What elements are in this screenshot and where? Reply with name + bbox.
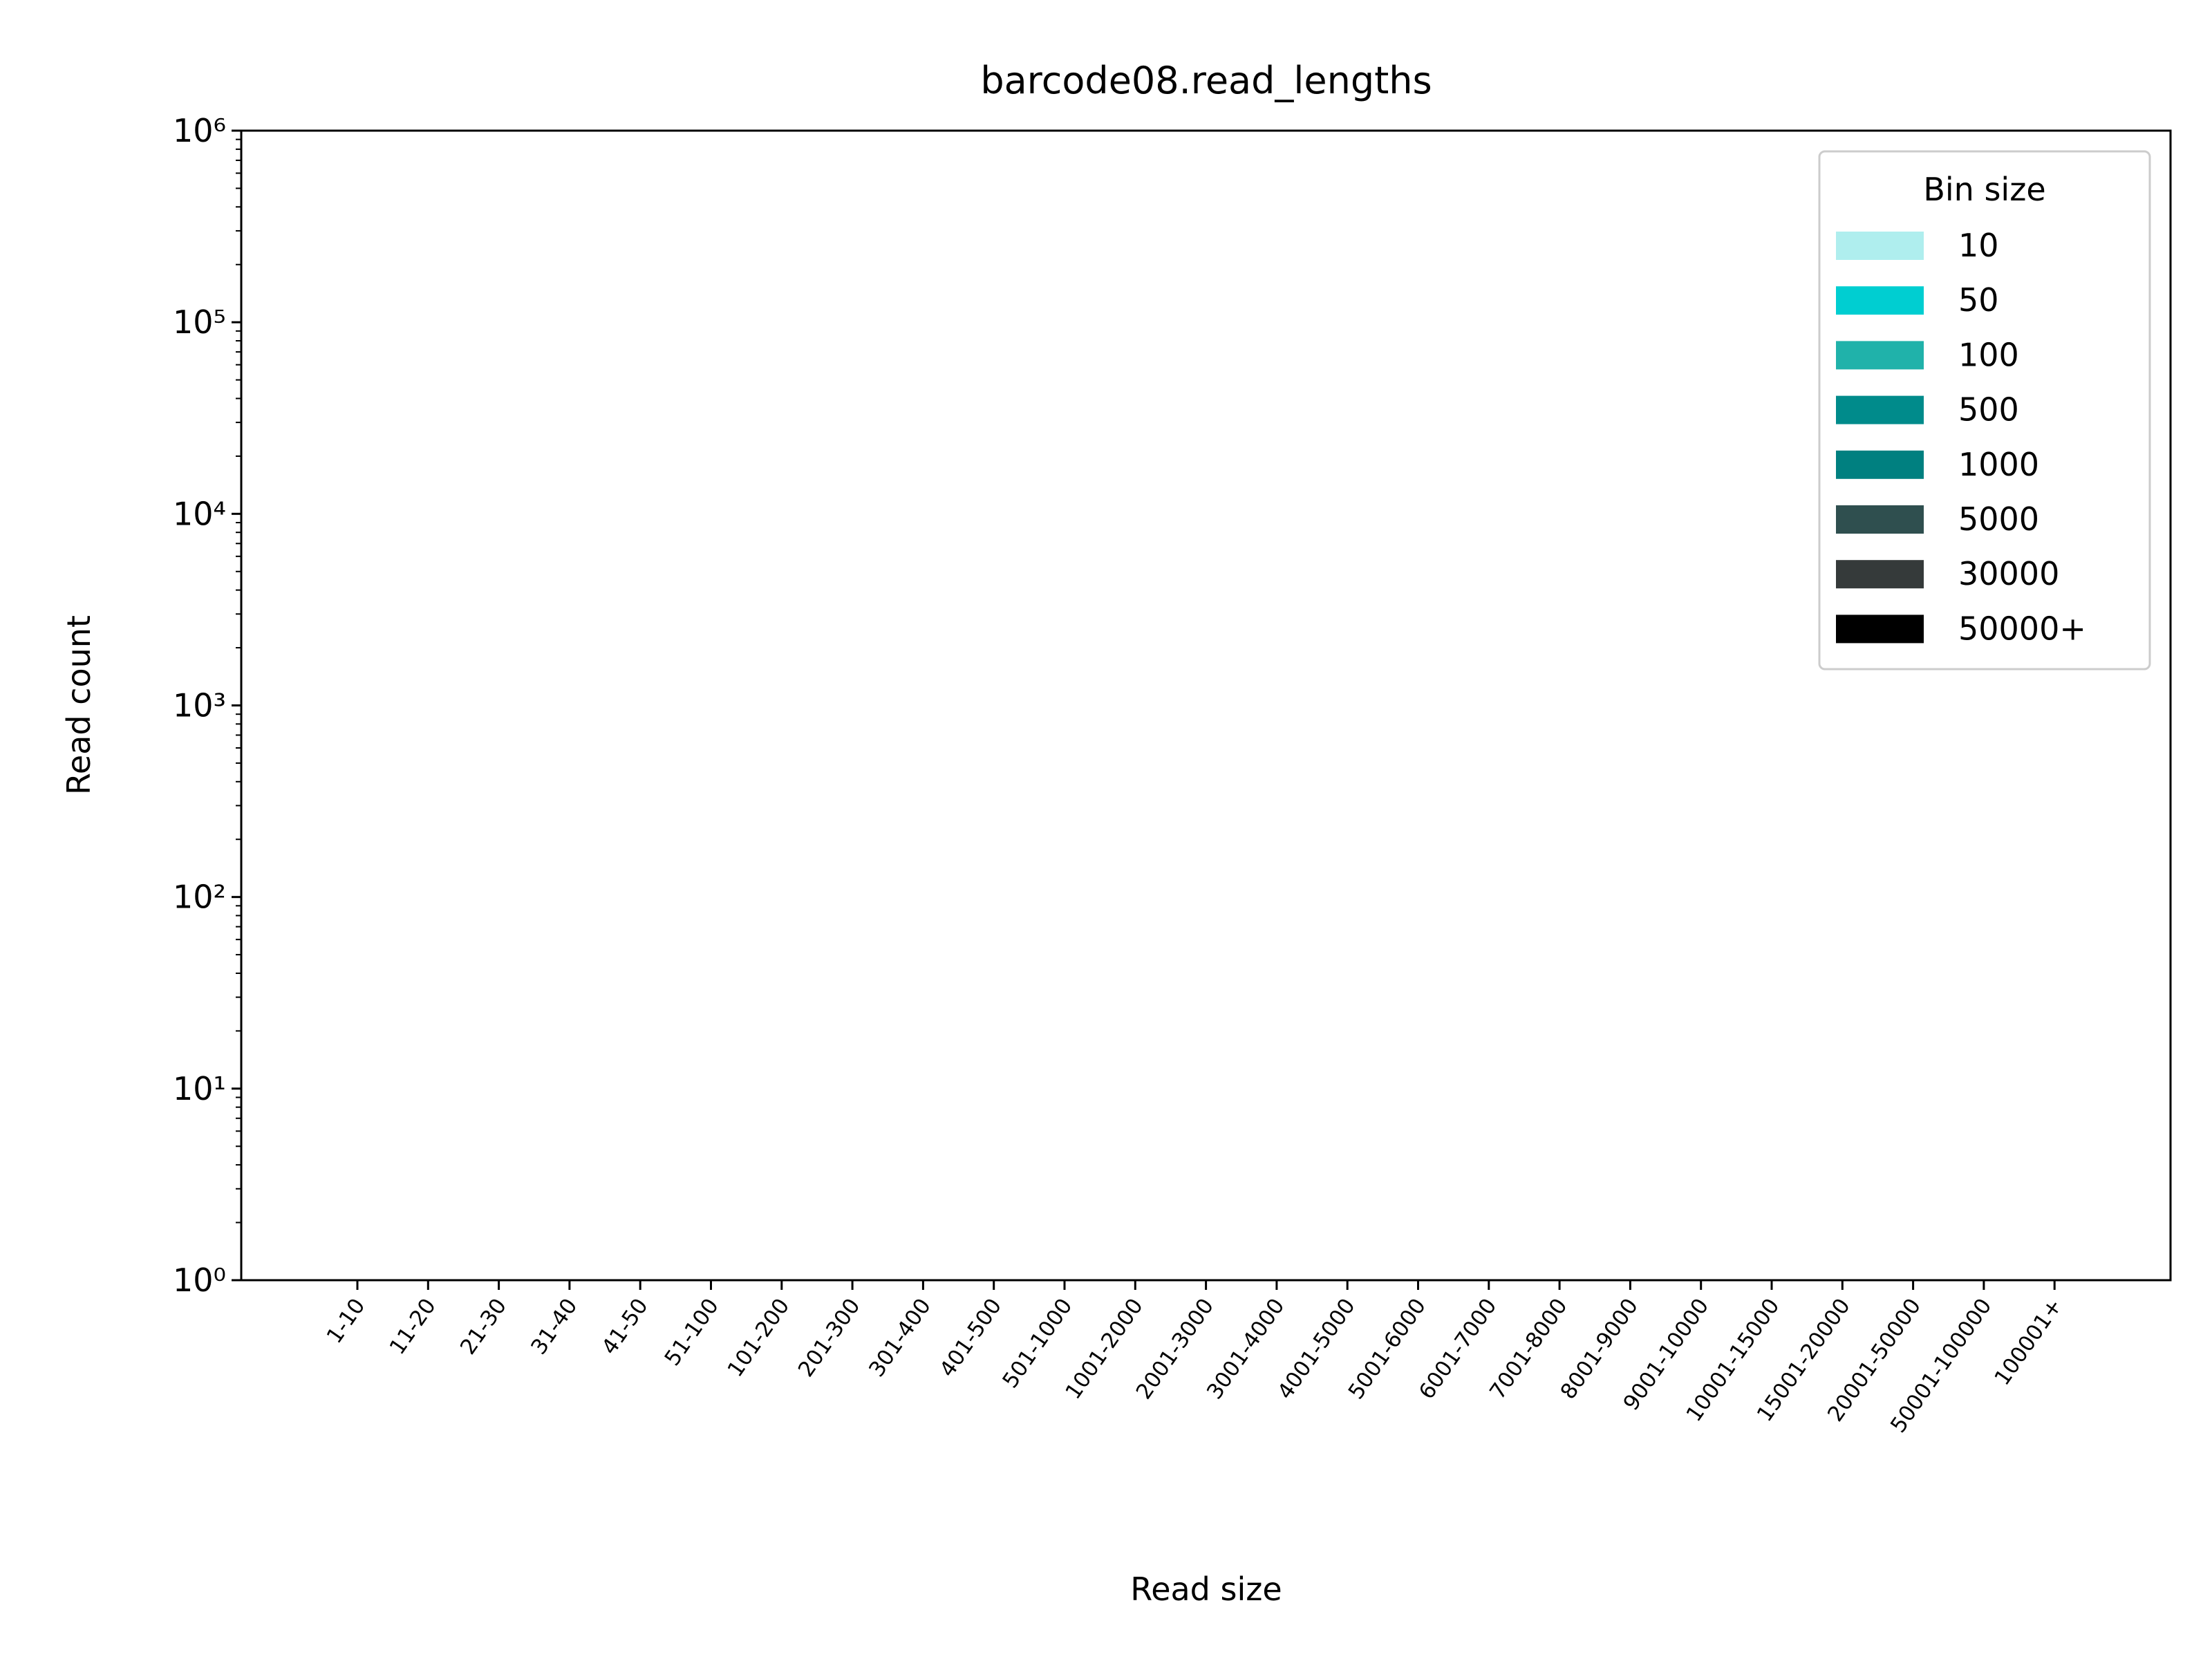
chart-title: barcode08.read_lengths bbox=[980, 59, 1432, 102]
legend-label: 30000 bbox=[1958, 555, 2059, 592]
y-tick-label: 10⁰ bbox=[173, 1262, 226, 1299]
legend-swatch bbox=[1836, 395, 1924, 424]
legend-label: 10 bbox=[1958, 227, 1999, 264]
legend-swatch bbox=[1836, 615, 1924, 644]
y-tick-label: 10¹ bbox=[173, 1070, 226, 1107]
x-axis-label: Read size bbox=[1130, 1571, 1282, 1608]
legend-swatch bbox=[1836, 286, 1924, 315]
legend-frame bbox=[1818, 150, 2151, 671]
legend-label: 500 bbox=[1958, 391, 2019, 429]
y-tick-label: 10² bbox=[173, 879, 226, 916]
legend-label: 100 bbox=[1958, 336, 2019, 373]
legend-title: Bin size bbox=[1923, 171, 2045, 208]
legend-swatch bbox=[1836, 560, 1924, 589]
legend-swatch bbox=[1836, 341, 1924, 370]
legend-label: 50000+ bbox=[1958, 610, 2086, 647]
legend-label: 50 bbox=[1958, 281, 1999, 319]
legend-label: 5000 bbox=[1958, 500, 2039, 538]
legend-swatch bbox=[1836, 450, 1924, 479]
legend-label: 1000 bbox=[1958, 446, 2039, 483]
y-axis-label: Read count bbox=[60, 615, 97, 795]
legend: Bin size 10 50 100 500 1000 5000 30000 50000+ bbox=[1818, 150, 2151, 671]
legend-swatch bbox=[1836, 505, 1924, 534]
legend-swatch bbox=[1836, 232, 1924, 260]
y-tick-label: 10⁶ bbox=[173, 112, 226, 149]
y-tick-label: 10⁴ bbox=[173, 495, 226, 532]
y-tick-label: 10⁵ bbox=[173, 303, 226, 341]
y-tick-label: 10³ bbox=[173, 687, 226, 724]
